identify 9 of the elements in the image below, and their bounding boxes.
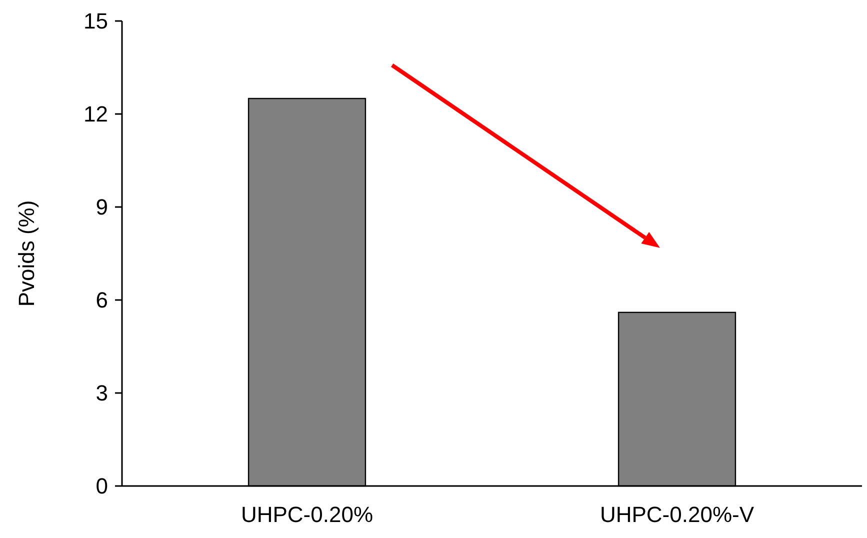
y-tick-label: 15 [84,8,108,34]
y-tick-label: 9 [96,194,108,220]
y-tick-label: 12 [84,102,108,127]
y-tick-label: 0 [96,474,108,499]
y-tick-label: 6 [96,288,108,313]
x-tick-label: UHPC-0.20% [240,502,374,527]
y-tick-label: 3 [96,380,108,406]
y-axis-title: Pvoids (%) [14,200,39,307]
x-tick-label: UHPC-0.20%-V [600,502,754,527]
